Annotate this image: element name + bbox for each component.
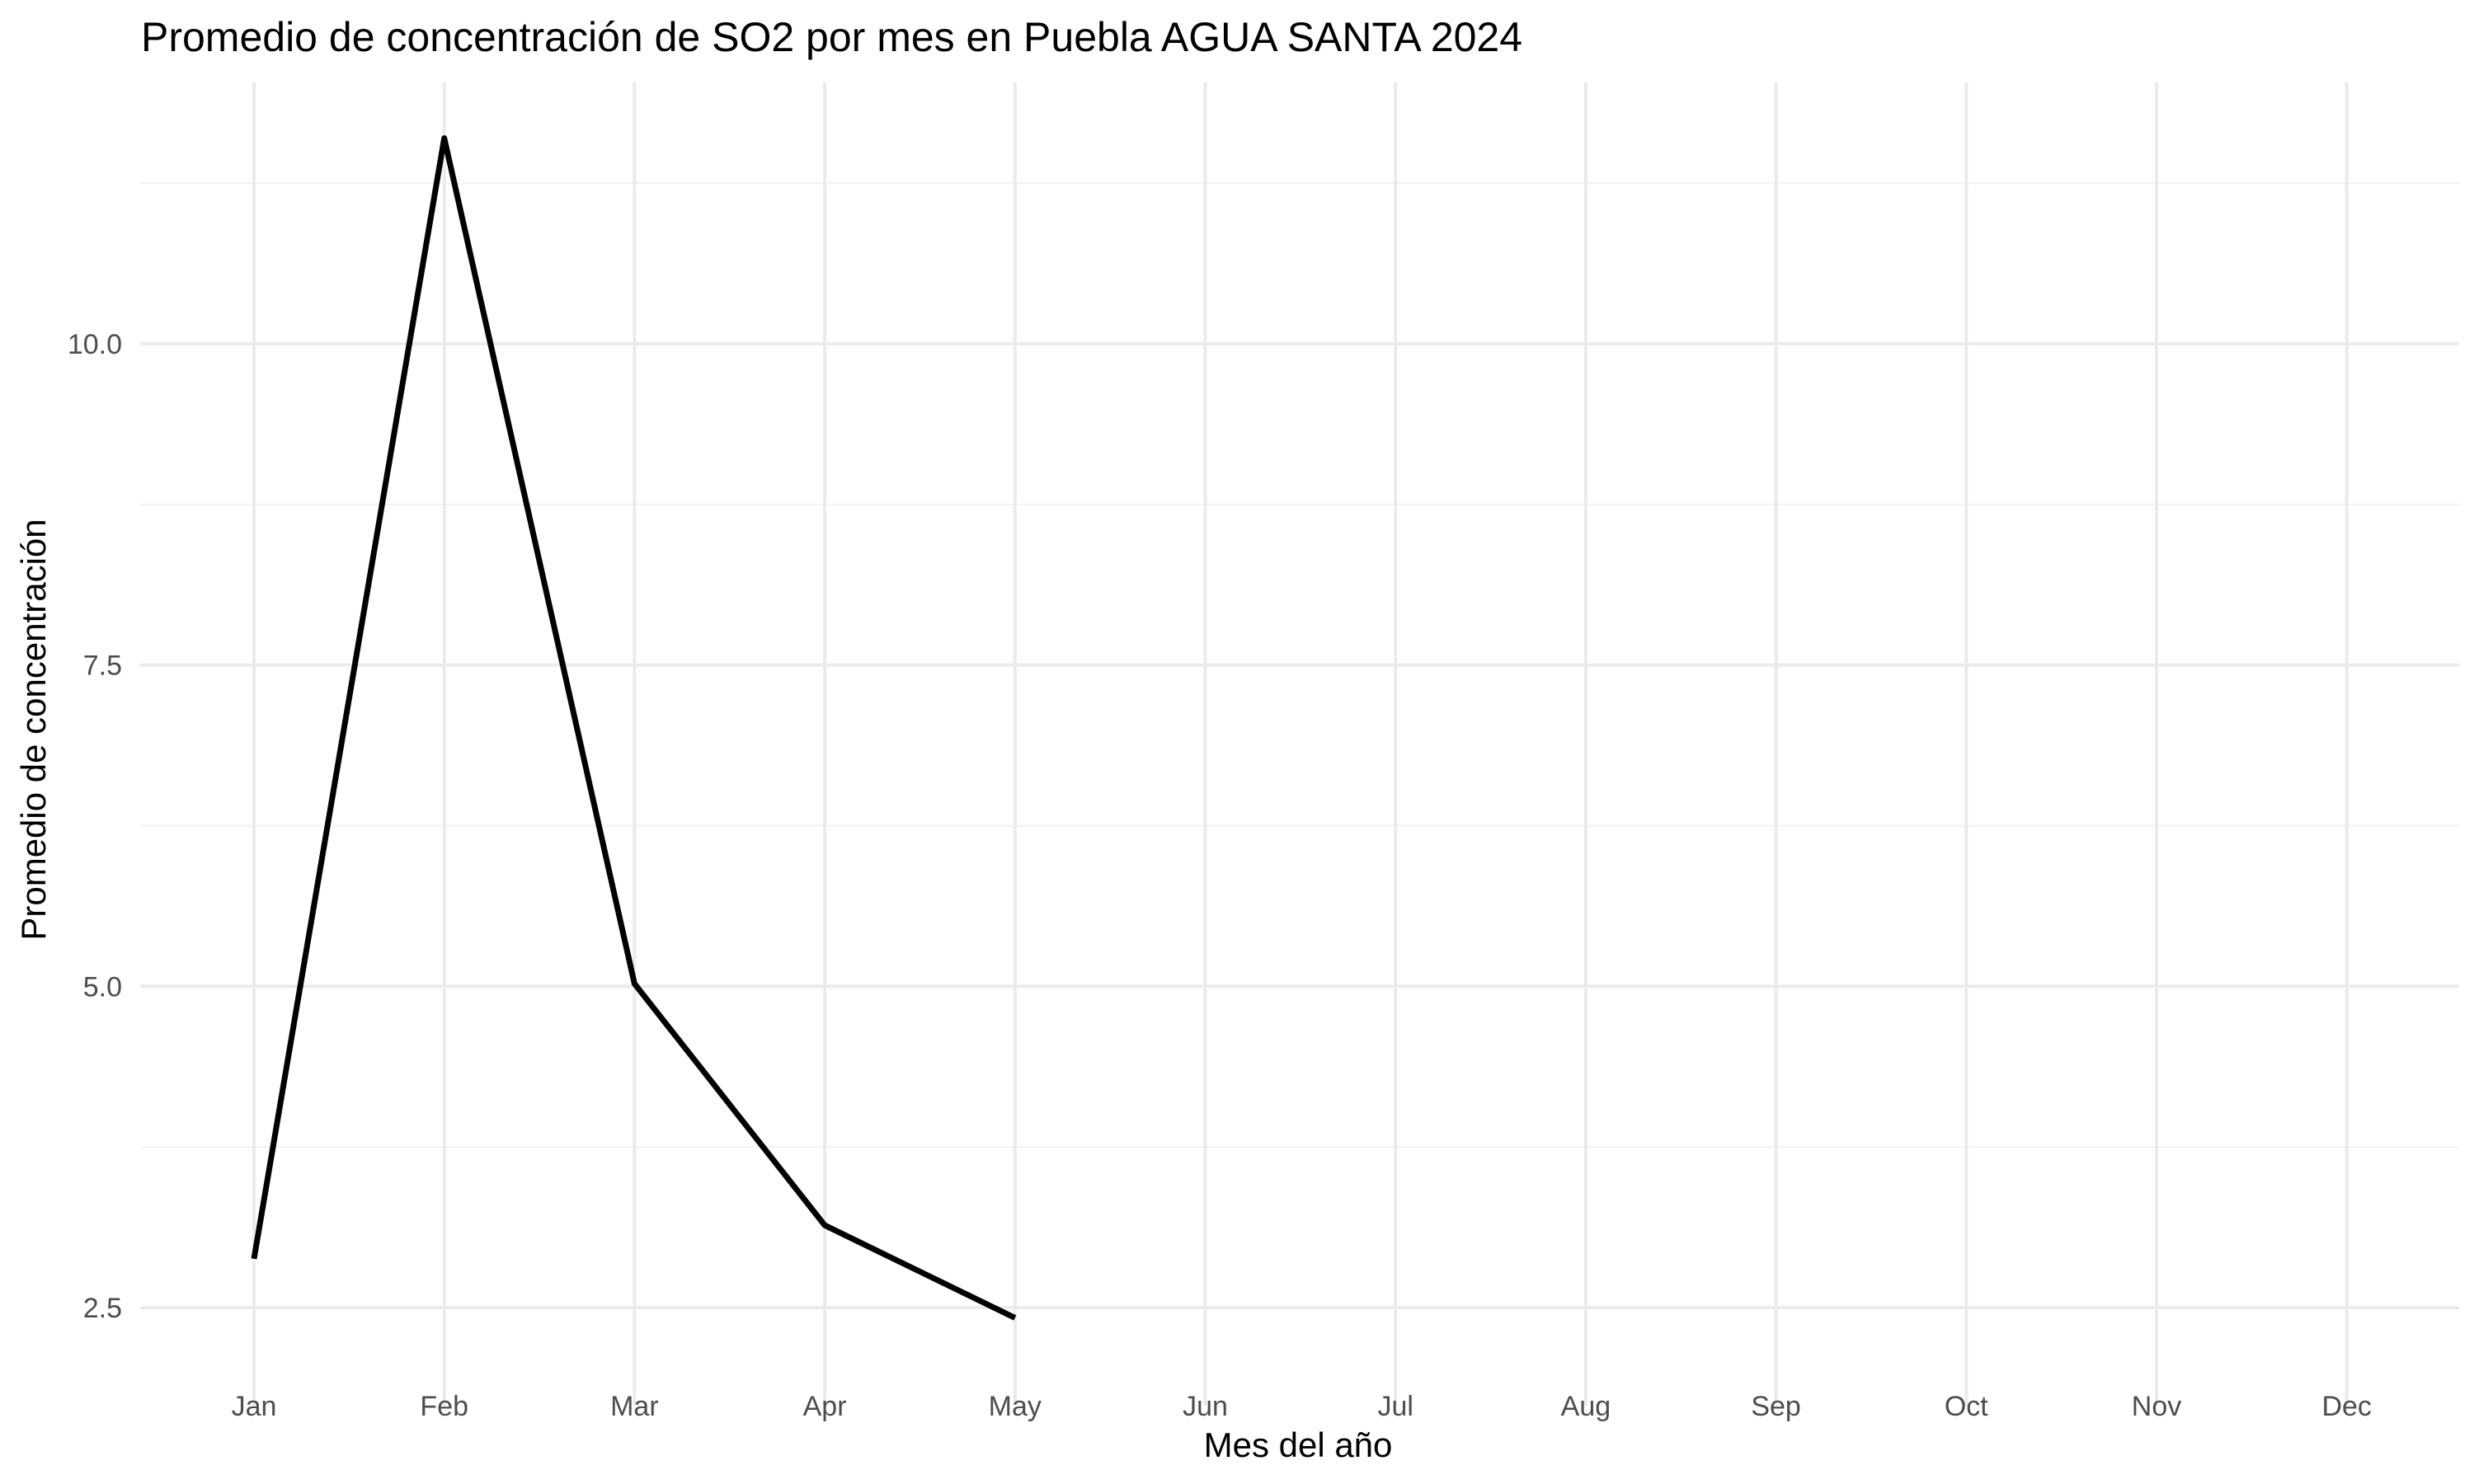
x-tick-label: Mar [610, 1391, 659, 1422]
y-axis-tick-labels: 2.5 5.0 7.5 10.0 [68, 329, 122, 1324]
x-axis-tick-labels: Jan Feb Mar Apr May Jun Jul Aug Sep Oct Nov Dec [232, 1391, 2372, 1422]
series-layer [251, 135, 1017, 1321]
x-axis-title: Mes del año [1204, 1425, 1393, 1464]
x-tick-label: Aug [1561, 1391, 1611, 1422]
x-tick-label: Jul [1377, 1391, 1413, 1422]
x-tick-label: Apr [803, 1391, 847, 1422]
x-tick-label: Jan [232, 1391, 277, 1422]
y-tick-label: 7.5 [83, 650, 122, 682]
x-tick-label: Feb [420, 1391, 468, 1422]
x-tick-label: Nov [2132, 1391, 2181, 1422]
y-tick-label: 10.0 [68, 329, 122, 360]
y-tick-label: 2.5 [83, 1293, 122, 1324]
gridlines [140, 82, 2459, 1406]
x-tick-label: Sep [1751, 1391, 1801, 1422]
x-tick-label: Oct [1945, 1391, 1988, 1422]
series-line-so2 [251, 135, 1017, 1321]
x-tick-label: May [989, 1391, 1042, 1422]
chart-title: Promedio de concentración de SO2 por mes… [141, 14, 1522, 60]
x-tick-label: Dec [2321, 1391, 2371, 1422]
x-tick-label: Jun [1183, 1391, 1228, 1422]
y-tick-label: 5.0 [83, 971, 122, 1003]
y-axis-title: Promedio de concentración [14, 519, 53, 940]
